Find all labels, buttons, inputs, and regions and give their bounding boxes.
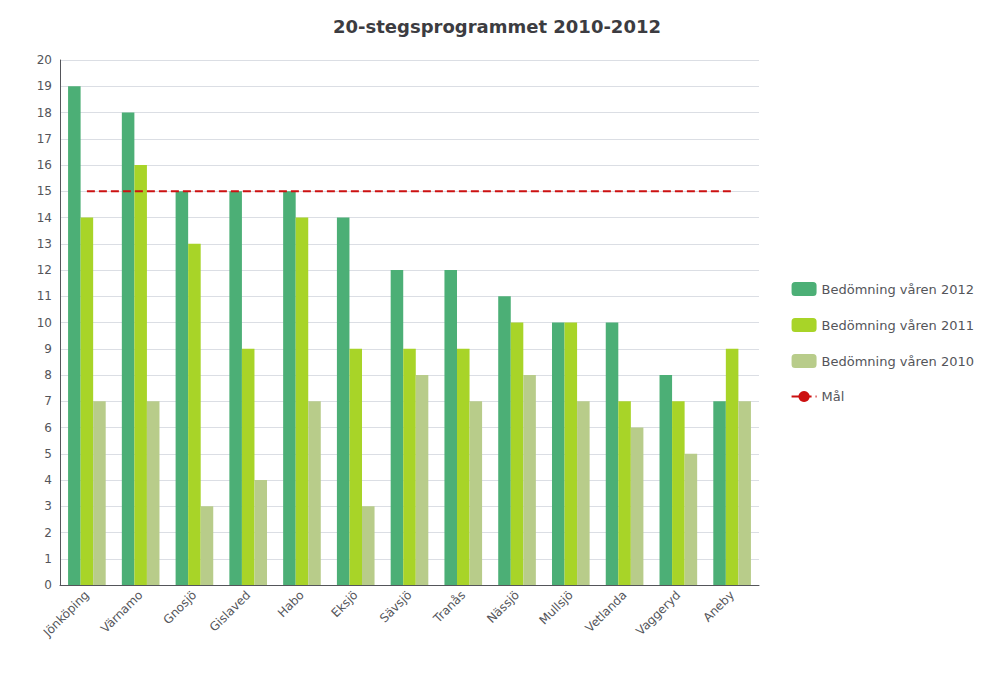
svg-text:Eksjö: Eksjö	[329, 588, 361, 620]
svg-text:Gnosjö: Gnosjö	[160, 588, 199, 627]
svg-text:17: 17	[37, 132, 52, 146]
svg-text:7: 7	[44, 394, 52, 408]
svg-text:6: 6	[44, 421, 52, 435]
svg-text:2: 2	[44, 526, 52, 540]
svg-text:Gislaved: Gislaved	[207, 588, 253, 634]
svg-text:20-stegsprogrammet 2010-2012: 20-stegsprogrammet 2010-2012	[333, 16, 661, 37]
svg-text:1: 1	[44, 552, 52, 566]
svg-text:16: 16	[37, 158, 52, 172]
svg-text:Habo: Habo	[275, 588, 307, 620]
svg-text:Aneby: Aneby	[700, 588, 737, 625]
svg-text:13: 13	[37, 237, 52, 251]
svg-text:15: 15	[37, 184, 52, 198]
svg-text:0: 0	[44, 578, 52, 592]
svg-text:8: 8	[44, 368, 52, 382]
svg-text:19: 19	[37, 79, 52, 93]
svg-text:14: 14	[37, 211, 52, 225]
svg-text:Värnamo: Värnamo	[98, 588, 146, 636]
svg-text:5: 5	[44, 447, 52, 461]
svg-text:18: 18	[37, 106, 52, 120]
svg-text:Bedömning våren 2010: Bedömning våren 2010	[822, 354, 974, 369]
svg-text:9: 9	[44, 342, 52, 356]
svg-text:12: 12	[37, 263, 52, 277]
svg-text:Vaggeryd: Vaggeryd	[633, 588, 683, 638]
svg-text:10: 10	[37, 316, 52, 330]
svg-text:Jönköping: Jönköping	[40, 588, 92, 640]
svg-text:20: 20	[37, 53, 52, 67]
svg-text:Mullsjö: Mullsjö	[537, 588, 576, 627]
svg-text:Bedömning våren 2012: Bedömning våren 2012	[822, 282, 974, 297]
svg-text:Nässjö: Nässjö	[484, 588, 522, 626]
svg-text:Vetlanda: Vetlanda	[582, 588, 629, 635]
svg-text:3: 3	[44, 499, 52, 513]
svg-text:11: 11	[37, 289, 52, 303]
svg-text:Sävsjö: Sävsjö	[377, 588, 414, 625]
svg-text:Mål: Mål	[822, 389, 845, 404]
svg-text:Tranås: Tranås	[430, 588, 468, 626]
svg-text:Bedömning våren 2011: Bedömning våren 2011	[822, 318, 974, 333]
svg-text:4: 4	[44, 473, 52, 487]
